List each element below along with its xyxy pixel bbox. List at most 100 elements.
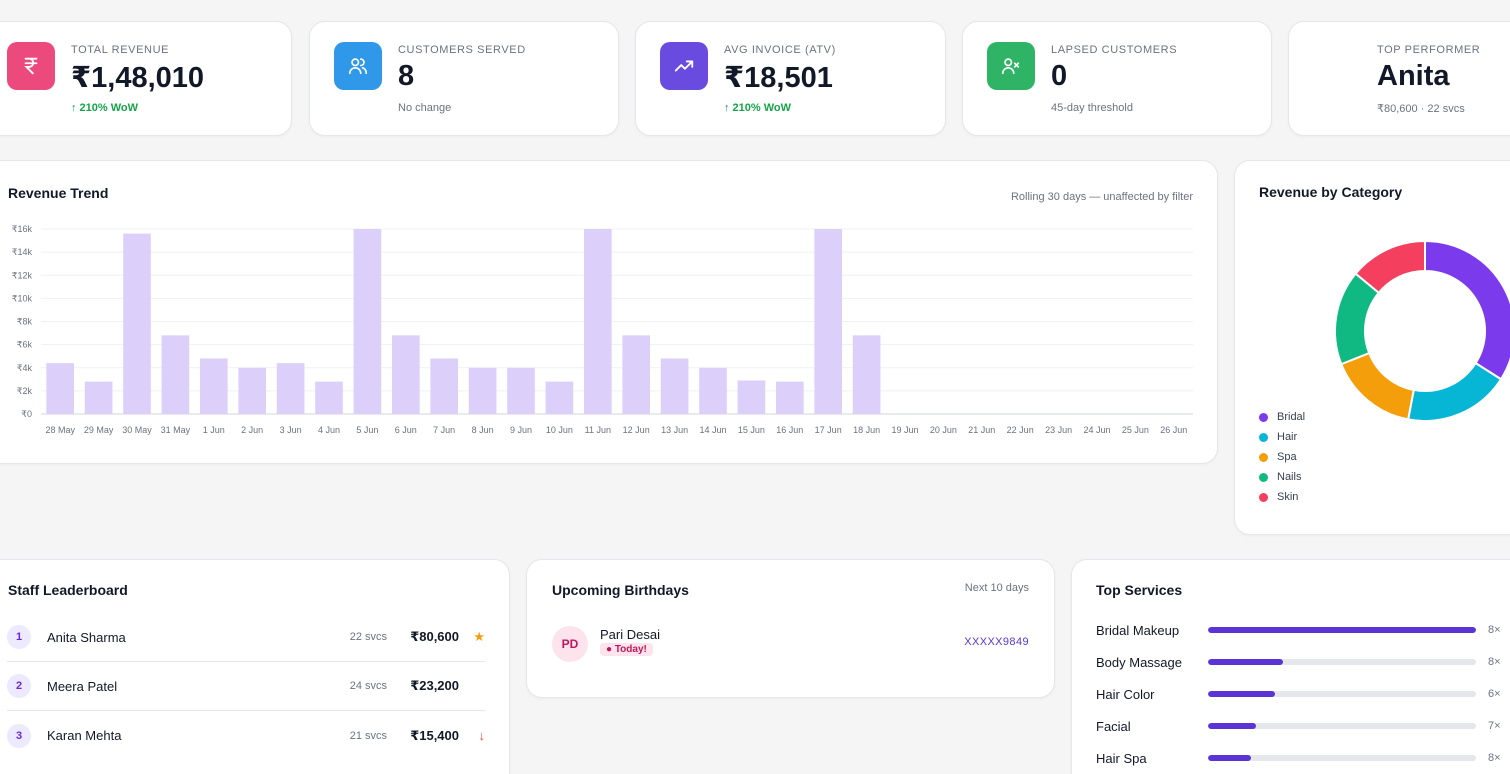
x-tick-label: 31 May [161, 425, 191, 435]
x-tick-label: 6 Jun [395, 425, 417, 435]
revenue-bar[interactable] [507, 367, 535, 414]
revenue-bar[interactable] [84, 381, 113, 414]
staff-row[interactable]: 3 Karan Mehta 21 svcs ₹15,400 ↓ [7, 711, 485, 760]
y-tick-label: ₹4k [17, 363, 33, 373]
kpi-value: ₹1,48,010 [71, 62, 205, 94]
revenue-bar[interactable] [545, 381, 574, 414]
revenue-bar[interactable] [430, 358, 459, 415]
service-row: Bridal Makeup 8× [1096, 620, 1510, 640]
legend-item-skin[interactable]: Skin [1259, 491, 1298, 503]
service-bar-fill [1208, 627, 1476, 633]
staff-row[interactable]: 1 Anita Sharma 22 svcs ₹80,600 ★ [7, 613, 485, 662]
donut-slice-bridal[interactable] [1424, 239, 1510, 381]
legend-swatch [1259, 492, 1268, 502]
staff-service-count: 22 svcs [349, 631, 387, 643]
legend-swatch [1259, 412, 1268, 422]
kpi-value: 8 [398, 60, 415, 92]
staff-revenue: ₹80,600 [410, 629, 459, 644]
service-count: 7× [1488, 720, 1501, 732]
upcoming-birthdays-card: Upcoming Birthdays Next 10 days PD Pari … [526, 559, 1055, 698]
chart-note: Rolling 30 days — unaffected by filter [1010, 191, 1193, 203]
staff-name: Meera Patel [47, 678, 118, 694]
kpi-change: No change [398, 102, 452, 114]
birthday-item[interactable]: PD Pari Desai ● Today! XXXXX9849 [552, 625, 1029, 663]
revenue-bar[interactable] [583, 229, 612, 414]
kpi-change: ₹80,600 · 22 svcs [1377, 103, 1465, 115]
kpi-card-customers-served: CUSTOMERS SERVED 8 No change [309, 21, 619, 136]
legend-item-hair[interactable]: Hair [1259, 431, 1297, 443]
kpi-label: AVG INVOICE (ATV) [724, 44, 836, 56]
x-tick-label: 23 Jun [1045, 425, 1072, 435]
revenue-bar[interactable] [699, 367, 727, 414]
top-services-card: Top Services Bridal Makeup 8× Body Massage… [1071, 559, 1510, 774]
service-name: Bridal Makeup [1096, 622, 1180, 638]
revenue-bar[interactable] [353, 229, 382, 414]
legend-label: Nails [1277, 471, 1302, 483]
revenue-bar[interactable] [622, 335, 651, 414]
service-name: Hair Color [1096, 686, 1155, 702]
card-title: Staff Leaderboard [8, 582, 128, 598]
x-tick-label: 17 Jun [815, 425, 842, 435]
revenue-bar[interactable] [814, 229, 843, 414]
service-count: 6× [1488, 688, 1501, 700]
avatar: PD [552, 626, 588, 662]
donut-slice-spa[interactable] [1340, 351, 1415, 421]
kpi-change: 45-day threshold [1051, 102, 1133, 114]
rupee-icon [7, 42, 55, 90]
donut-slice-hair[interactable] [1406, 361, 1503, 422]
revenue-bar[interactable] [315, 381, 343, 414]
staff-service-count: 21 svcs [349, 729, 387, 742]
rank-badge: 1 [7, 625, 31, 649]
service-bar-track [1208, 659, 1476, 665]
y-tick-label: ₹6k [17, 340, 33, 350]
legend-swatch [1259, 452, 1268, 462]
service-count: 8× [1488, 656, 1501, 668]
staff-row[interactable]: 2 Meera Patel 24 svcs ₹23,200 [7, 662, 485, 711]
x-tick-label: 16 Jun [776, 425, 803, 435]
x-tick-label: 25 Jun [1122, 425, 1149, 435]
revenue-bar[interactable] [238, 367, 267, 414]
revenue-bar[interactable] [46, 363, 75, 414]
staff-name: Anita Sharma [47, 629, 126, 645]
revenue-bar[interactable] [468, 367, 497, 414]
service-bar-track [1208, 627, 1476, 633]
legend-swatch [1259, 432, 1268, 442]
revenue-bar[interactable] [775, 381, 804, 414]
legend-item-spa[interactable]: Spa [1259, 451, 1297, 463]
trending-up-icon [660, 42, 708, 90]
revenue-bar[interactable] [852, 335, 881, 414]
revenue-bar[interactable] [123, 233, 151, 414]
revenue-bar[interactable] [660, 358, 689, 415]
staff-leaderboard-card: Staff Leaderboard 1 Anita Sharma 22 svcs ₹8… [0, 559, 510, 774]
kpi-card-total-revenue: TOTAL REVENUE ₹1,48,010 ↑ 210% WoW [0, 21, 292, 136]
service-row: Body Massage 8× [1096, 652, 1510, 672]
y-tick-label: ₹8k [17, 317, 33, 327]
birthday-window-note: Next 10 days [964, 582, 1029, 594]
service-bar-fill [1208, 691, 1275, 697]
user-x-icon [987, 42, 1035, 90]
service-bar-fill [1208, 659, 1284, 665]
revenue-bar[interactable] [276, 363, 305, 414]
kpi-value: 0 [1051, 60, 1068, 92]
x-tick-label: 14 Jun [699, 425, 726, 435]
x-tick-label: 4 Jun [318, 425, 340, 435]
revenue-bar[interactable] [161, 335, 190, 414]
legend-item-nails[interactable]: Nails [1259, 471, 1301, 483]
revenue-by-category-card: Revenue by Category Bridal Hair Spa Nails Sk… [1234, 160, 1510, 535]
kpi-value: ₹18,501 [724, 62, 833, 94]
x-tick-label: 11 Jun [585, 425, 611, 435]
staff-service-count: 24 svcs [349, 680, 387, 692]
y-tick-label: ₹0 [21, 409, 32, 419]
rank-badge: 2 [7, 674, 31, 698]
revenue-bar[interactable] [199, 358, 228, 415]
revenue-bar[interactable] [391, 335, 420, 414]
service-name: Body Massage [1096, 654, 1182, 670]
revenue-bar[interactable] [737, 380, 766, 414]
donut-slice-skin[interactable] [1354, 239, 1426, 295]
x-tick-label: 2 Jun [241, 425, 263, 435]
service-name: Facial [1096, 718, 1131, 734]
y-tick-label: ₹14k [12, 247, 33, 257]
legend-item-bridal[interactable]: Bridal [1259, 411, 1305, 423]
phone-link[interactable]: XXXXX9849 [964, 636, 1029, 648]
arrow-down-icon: ↓ [478, 728, 486, 743]
